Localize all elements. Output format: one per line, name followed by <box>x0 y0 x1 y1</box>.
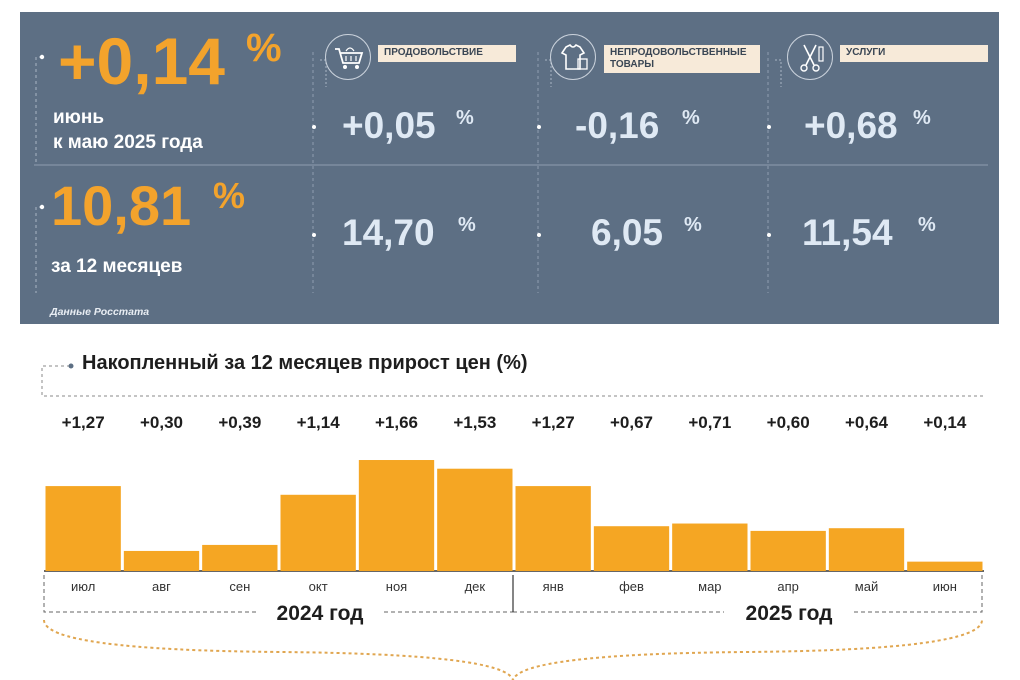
bar-янв <box>515 486 591 571</box>
value-label-ноя: +1,66 <box>375 413 418 432</box>
value-label-мар: +0,71 <box>688 413 731 432</box>
data-source-note: Данные Росстата <box>50 306 150 318</box>
bars-layer <box>44 460 984 572</box>
value-label-янв: +1,27 <box>532 413 575 432</box>
food-monthly-percent: % <box>456 107 474 129</box>
title-bracket <box>41 363 985 397</box>
bar-авг <box>123 550 200 571</box>
bar-мар <box>672 523 748 571</box>
value-label-июл: +1,27 <box>62 413 105 432</box>
services-monthly-value: +0,68 <box>804 105 898 146</box>
value-label-сен: +0,39 <box>218 413 261 432</box>
bar-апр <box>750 530 826 571</box>
value-label-май: +0,64 <box>845 413 889 432</box>
monthly-label-period: к маю 2025 года <box>53 132 203 153</box>
bar-июл <box>45 486 121 571</box>
services-annual-value: 11,54 <box>802 212 893 253</box>
nonfood-annual-value: 6,05 <box>591 212 664 253</box>
annual-headline-value: 10,81 <box>51 174 192 237</box>
year-label-2025: 2025 год <box>746 602 833 625</box>
chart-title: Накопленный за 12 месяцев прирост цен (%… <box>82 352 528 374</box>
nonfood-monthly-value: -0,16 <box>575 105 660 146</box>
bar-май <box>828 528 905 571</box>
services-annual-percent: % <box>918 214 936 236</box>
month-label-фев: фев <box>619 579 644 594</box>
month-label-мар: мар <box>698 579 721 594</box>
bar-ноя <box>358 460 435 571</box>
year-label-2024: 2024 год <box>277 602 364 625</box>
month-label-июл: июл <box>71 579 95 594</box>
category-label-nonfood-line2: ТОВАРЫ <box>610 59 655 70</box>
month-label-авг: авг <box>152 579 171 594</box>
category-label-food: ПРОДОВОЛЬСТВИЕ <box>378 45 516 62</box>
value-label-авг: +0,30 <box>140 413 183 432</box>
panel-dividers <box>34 52 988 293</box>
bar-сен <box>202 544 278 571</box>
year-bracket <box>43 575 983 680</box>
category-label-services: УСЛУГИ <box>840 45 988 62</box>
food-monthly-value: +0,05 <box>342 105 436 146</box>
food-annual-value: 14,70 <box>342 212 435 253</box>
category-label-nonfood-line1: НЕПРОДОВОЛЬСТВЕННЫЕ <box>610 47 747 58</box>
month-label-апр: апр <box>777 579 799 594</box>
nonfood-monthly-percent: % <box>682 107 700 129</box>
inflation-summary-panel: +0,14 % июнь к маю 2025 года 10,81 % за … <box>20 12 999 324</box>
services-monthly-percent: % <box>913 107 931 129</box>
food-annual-percent: % <box>458 214 476 236</box>
value-label-июн: +0,14 <box>923 413 967 432</box>
bar-дек <box>437 468 513 571</box>
monthly-headline-value: +0,14 <box>58 24 225 98</box>
annual-label: за 12 месяцев <box>51 256 183 277</box>
clothes-icon <box>550 34 596 80</box>
bar-июн <box>907 561 983 571</box>
category-label-nonfood: НЕПРОДОВОЛЬСТВЕННЫЕ ТОВАРЫ <box>604 45 760 73</box>
value-label-фев: +0,67 <box>610 413 653 432</box>
month-label-ноя: ноя <box>386 579 407 594</box>
month-label-окт: окт <box>309 579 328 594</box>
value-label-апр: +0,60 <box>767 413 810 432</box>
bar-фев <box>593 526 670 571</box>
value-label-окт: +1,14 <box>297 413 341 432</box>
nonfood-annual-percent: % <box>684 214 702 236</box>
bar-окт <box>280 494 356 571</box>
month-label-сен: сен <box>229 579 250 594</box>
monthly-headline-percent: % <box>246 26 282 70</box>
month-labels-layer: июл авг сен окт ноя дек янв фев мар апр май июн <box>71 579 957 594</box>
value-labels-layer: +1,27 +0,30 +0,39 +1,14 +1,66 +1,53 +1,27 +0,67… <box>62 413 967 432</box>
shopping-cart-icon <box>325 34 371 80</box>
month-label-дек: дек <box>465 579 486 594</box>
monthly-label-month: июнь <box>53 107 105 128</box>
month-label-май: май <box>855 579 878 594</box>
value-label-дек: +1,53 <box>453 413 496 432</box>
month-label-янв: янв <box>543 579 564 594</box>
scissors-icon <box>787 34 833 80</box>
annual-headline-percent: % <box>213 175 246 216</box>
month-label-июн: июн <box>933 579 957 594</box>
